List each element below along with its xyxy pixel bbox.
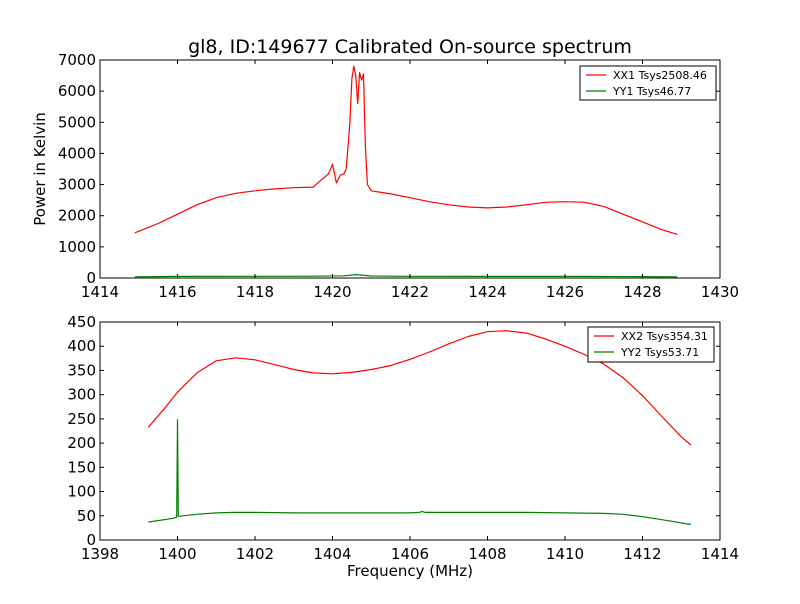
y-tick-label-1-7: 350 bbox=[67, 361, 96, 379]
x-tick-label-0-6: 1426 bbox=[546, 283, 584, 301]
legend-label-1-0: XX2 Tsys354.31 bbox=[621, 330, 708, 343]
x-tick-label-0-2: 1418 bbox=[236, 283, 274, 301]
top-y-axis-label: Power in Kelvin bbox=[31, 112, 49, 226]
x-tick-label-1-4: 1406 bbox=[391, 545, 429, 563]
bottom-x-axis-label: Frequency (MHz) bbox=[347, 562, 473, 580]
series-line-0-0 bbox=[134, 65, 678, 235]
x-tick-label-0-7: 1428 bbox=[623, 283, 661, 301]
y-tick-label-0-1: 1000 bbox=[58, 238, 96, 256]
chart-title: gl8, ID:149677 Calibrated On-source spec… bbox=[188, 36, 632, 58]
legend-label-1-1: YY2 Tsys53.71 bbox=[620, 346, 699, 359]
y-tick-label-1-1: 50 bbox=[77, 507, 96, 525]
bottom-panel: 1398 1400 1402 1404 1406 1408 1410 1412 1414 0 50 1… bbox=[67, 313, 739, 563]
x-tick-label-1-3: 1404 bbox=[313, 545, 351, 563]
y-tick-label-1-0: 0 bbox=[86, 531, 96, 549]
legend-box-1 bbox=[587, 326, 715, 363]
y-tick-label-1-6: 300 bbox=[67, 386, 96, 404]
x-tick-label-0-3: 1420 bbox=[313, 283, 351, 301]
legend-label-0-0: XX1 Tsys2508.46 bbox=[613, 69, 707, 82]
x-tick-label-1-0: 1398 bbox=[81, 545, 119, 563]
x-tick-label-1-8: 1414 bbox=[701, 545, 739, 563]
y-tick-label-1-2: 100 bbox=[67, 483, 96, 501]
legend-box-0 bbox=[579, 65, 717, 101]
series-line-0-1 bbox=[134, 274, 678, 278]
y-tick-label-1-5: 250 bbox=[67, 410, 96, 428]
x-tick-label-0-1: 1416 bbox=[158, 283, 196, 301]
x-tick-label-1-2: 1402 bbox=[236, 545, 274, 563]
y-tick-label-1-8: 400 bbox=[67, 337, 96, 355]
series-line-1-0 bbox=[147, 330, 692, 446]
x-tick-label-1-5: 1408 bbox=[468, 545, 506, 563]
top-panel: 1414 1416 1418 1420 1422 1424 1426 1428 1430 0 100… bbox=[58, 51, 739, 301]
y-tick-label-0-3: 3000 bbox=[58, 176, 96, 194]
y-tick-label-0-0: 0 bbox=[86, 269, 96, 287]
x-tick-label-1-7: 1412 bbox=[623, 545, 661, 563]
x-tick-label-1-6: 1410 bbox=[546, 545, 584, 563]
series-line-1-1 bbox=[148, 419, 691, 526]
y-tick-label-0-5: 5000 bbox=[58, 113, 96, 131]
y-tick-label-1-3: 150 bbox=[67, 458, 96, 476]
x-tick-label-0-0: 1414 bbox=[81, 283, 119, 301]
legend-label-0-1: YY1 Tsys46.77 bbox=[612, 85, 691, 98]
y-tick-label-0-4: 4000 bbox=[58, 144, 96, 162]
x-tick-label-0-4: 1422 bbox=[391, 283, 429, 301]
x-tick-label-1-1: 1400 bbox=[158, 545, 196, 563]
y-tick-label-1-9: 450 bbox=[67, 313, 96, 331]
y-tick-label-0-2: 2000 bbox=[58, 207, 96, 225]
x-tick-label-0-8: 1430 bbox=[701, 283, 739, 301]
y-tick-label-0-6: 6000 bbox=[58, 82, 96, 100]
x-tick-label-0-5: 1424 bbox=[468, 283, 506, 301]
y-tick-label-0-7: 7000 bbox=[58, 51, 96, 69]
y-tick-label-1-4: 200 bbox=[67, 434, 96, 452]
